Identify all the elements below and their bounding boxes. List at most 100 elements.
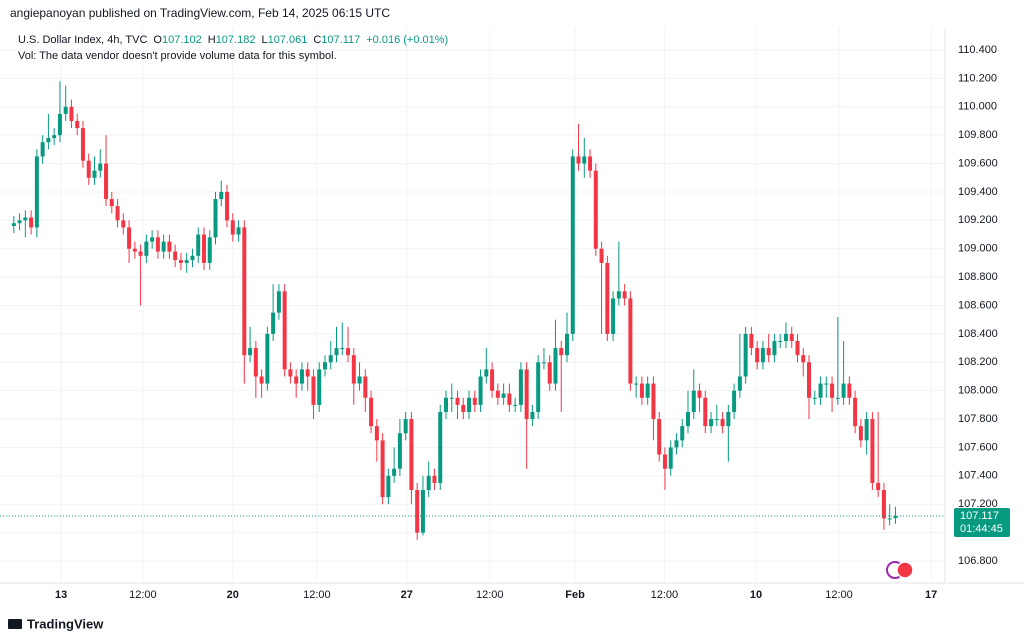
x-tick-label: 12:00	[651, 589, 679, 601]
x-tick-label: Feb	[565, 589, 585, 601]
candle-body	[190, 255, 195, 261]
candle-body	[876, 482, 881, 491]
y-tick-label: 107.400	[958, 470, 998, 482]
candle-body	[121, 220, 126, 228]
candle-body	[294, 376, 299, 384]
candle-body	[853, 397, 858, 427]
candle-body	[178, 260, 183, 263]
candle-body	[709, 419, 714, 427]
x-tick-label: 13	[55, 589, 67, 601]
candle-body	[104, 163, 109, 200]
candle-body	[760, 348, 765, 363]
candle-body	[714, 419, 719, 421]
candle-body	[772, 340, 777, 356]
candle-body	[46, 138, 51, 143]
candle-body	[703, 397, 708, 427]
candle-body	[167, 241, 172, 252]
candle-body	[34, 156, 39, 228]
candle-body	[616, 291, 621, 299]
candle-body	[461, 404, 466, 412]
candle-body	[311, 376, 316, 405]
y-tick-label: 109.200	[958, 214, 998, 226]
candle-body	[743, 333, 748, 377]
candle-body	[86, 160, 91, 178]
candle-body	[484, 369, 489, 377]
candle-body	[674, 440, 679, 448]
candle-body	[599, 248, 604, 263]
x-tick-label: 20	[227, 589, 239, 601]
candle-body	[253, 348, 258, 377]
candle-body	[196, 234, 201, 256]
candle-body	[737, 376, 742, 391]
change: +0.016 (+0.01%)	[366, 34, 448, 46]
candle-body	[57, 113, 62, 136]
c-value: 107.117	[321, 34, 360, 46]
candle-body	[795, 340, 800, 356]
y-tick-label: 110.200	[958, 72, 997, 84]
candle-body	[807, 362, 812, 398]
candle-body	[276, 291, 281, 313]
candle-body	[524, 369, 529, 420]
y-tick-label: 110.000	[958, 101, 997, 113]
candle-body	[830, 383, 835, 398]
y-tick-label: 107.200	[958, 498, 998, 510]
volume-note: Vol: The data vendor doesn't provide vol…	[18, 50, 337, 62]
candle-body	[282, 291, 287, 370]
candle-body	[248, 348, 253, 356]
candle-body	[697, 390, 702, 398]
candle-body	[69, 106, 74, 121]
byline: angiepanoyan published on TradingView.co…	[10, 6, 390, 20]
y-tick-label: 108.600	[958, 299, 998, 311]
candle-body	[288, 369, 293, 377]
candle-body	[242, 227, 247, 356]
candle-body	[530, 411, 535, 420]
candle-body	[611, 298, 616, 334]
candle-body	[841, 383, 846, 398]
candle-body	[864, 419, 869, 441]
candle-body	[236, 227, 241, 235]
candle-body	[858, 426, 863, 441]
candle-body	[265, 333, 270, 384]
h-value: 107.182	[216, 34, 256, 46]
candle-body	[720, 419, 725, 427]
candle-body	[92, 170, 97, 178]
l-value: 107.061	[268, 34, 308, 46]
candle-body	[490, 369, 495, 391]
candle-body	[634, 383, 639, 385]
candle-body	[415, 490, 420, 533]
candle-body	[686, 411, 691, 427]
x-tick-label: 12:00	[476, 589, 504, 601]
plot	[0, 28, 945, 583]
candle-body	[219, 191, 224, 200]
candle-body	[340, 348, 345, 350]
candle-body	[536, 362, 541, 412]
candle-body	[576, 156, 581, 164]
y-tick-label: 107.600	[958, 441, 998, 453]
candle-body	[547, 362, 552, 384]
candle-body	[161, 241, 166, 252]
x-tick-label: 17	[925, 589, 937, 601]
candle-body	[409, 419, 414, 491]
price-tag-countdown: 01:44:45	[960, 523, 1003, 535]
y-tick-label: 110.400	[958, 44, 997, 56]
o-value: 107.102	[162, 34, 202, 46]
candle-body	[847, 383, 852, 398]
candle-body	[622, 291, 627, 299]
candle-body	[645, 383, 650, 398]
candle-body	[455, 397, 460, 405]
y-tick-label: 109.400	[958, 186, 998, 198]
candle-body	[818, 383, 823, 398]
l-letter: L	[261, 34, 267, 46]
candle-body	[138, 251, 143, 256]
candle-body	[328, 355, 333, 363]
candle-body	[766, 348, 771, 356]
y-tick-label: 108.400	[958, 328, 998, 340]
candle-body	[299, 369, 304, 384]
o-letter: O	[153, 34, 162, 46]
candle-body	[639, 383, 644, 398]
y-tick-label: 109.000	[958, 243, 998, 255]
candle-body	[230, 220, 235, 235]
candle-body	[893, 516, 898, 519]
